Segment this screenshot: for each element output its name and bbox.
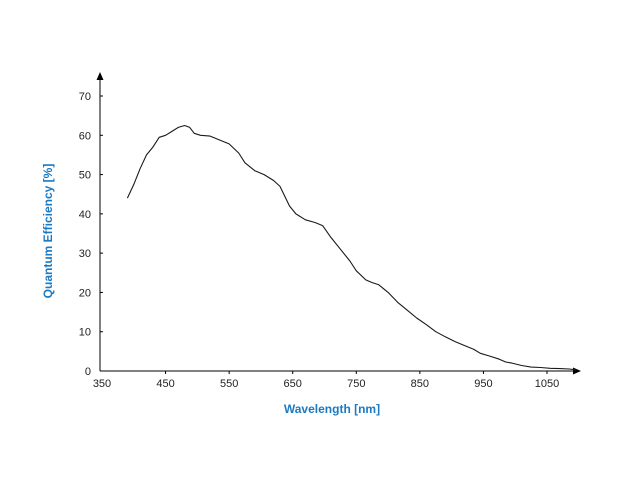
y-tick-label: 60 xyxy=(79,130,91,142)
x-tick-label: 750 xyxy=(347,378,365,390)
x-tick-label: 950 xyxy=(474,378,492,390)
x-tick-label: 350 xyxy=(93,378,111,390)
x-axis-arrow-icon xyxy=(573,367,581,375)
y-tick-label: 30 xyxy=(79,248,91,260)
x-axis-title: Wavelength [nm] xyxy=(284,402,380,416)
x-tick-label: 550 xyxy=(220,378,238,390)
y-tick-label: 20 xyxy=(79,287,91,299)
x-tick-label: 650 xyxy=(284,378,302,390)
y-tick-label: 0 xyxy=(85,366,91,378)
y-axis xyxy=(96,72,104,371)
x-tick-label: 450 xyxy=(156,378,174,390)
y-tick-label: 10 xyxy=(79,327,91,339)
y-ticks: 0 10 20 30 40 50 60 70 xyxy=(79,91,103,378)
x-tick-label: 850 xyxy=(411,378,429,390)
y-tick-label: 50 xyxy=(79,170,91,182)
y-axis-title: Quantum Efficiency [%] xyxy=(41,164,55,299)
y-axis-arrow-icon xyxy=(96,72,104,80)
x-tick-label: 1050 xyxy=(535,378,559,390)
y-tick-label: 70 xyxy=(79,91,91,103)
y-tick-label: 40 xyxy=(79,209,91,221)
x-axis xyxy=(100,367,581,375)
x-ticks: 350 450 550 650 750 850 950 1050 xyxy=(93,371,559,390)
series-line xyxy=(126,124,576,371)
